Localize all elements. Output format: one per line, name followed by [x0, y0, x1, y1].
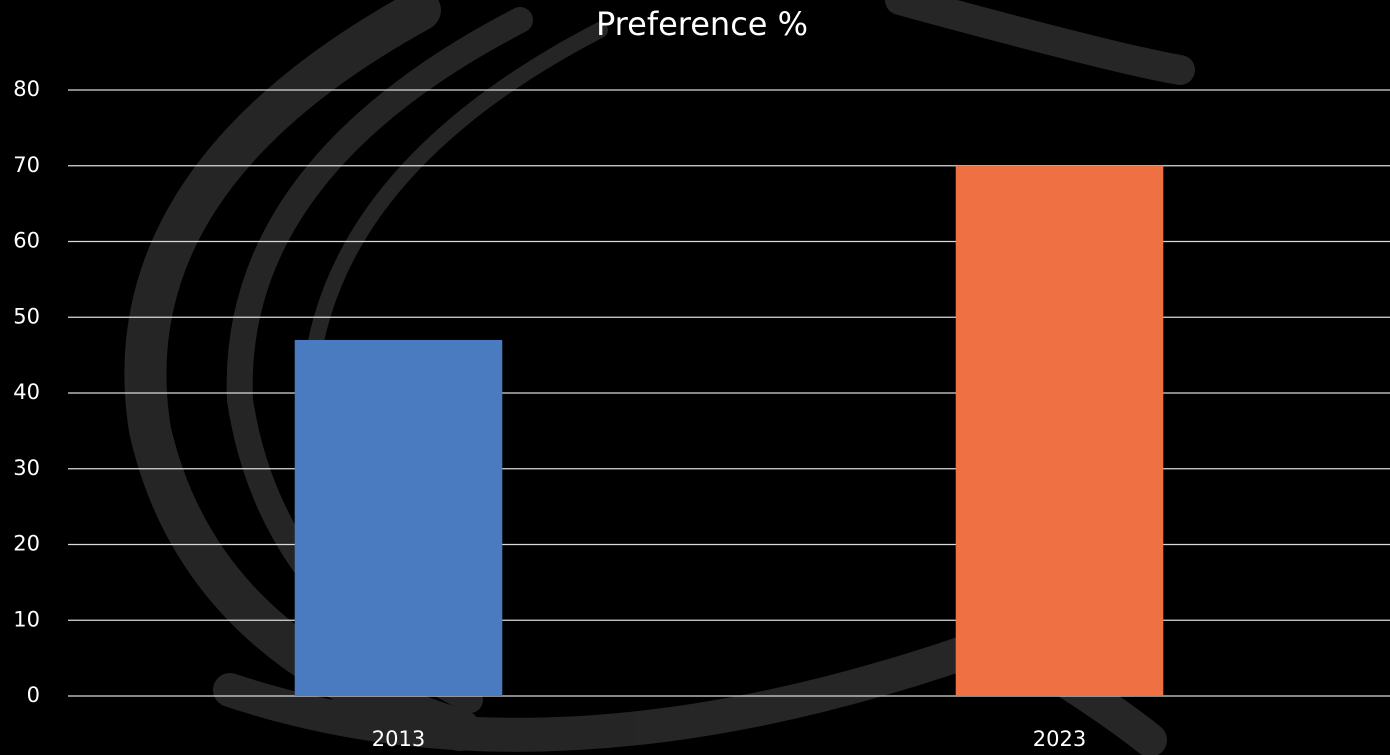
y-tick-label: 40	[13, 380, 40, 404]
chart-title: Preference %	[596, 5, 808, 43]
x-tick-label: 2023	[1033, 727, 1086, 751]
y-tick-label: 50	[13, 304, 40, 328]
bar	[956, 166, 1164, 696]
y-tick-label: 0	[27, 683, 40, 707]
y-tick-label: 20	[13, 532, 40, 556]
background	[0, 0, 1390, 755]
bar	[295, 340, 503, 696]
y-tick-label: 60	[13, 229, 40, 253]
y-tick-label: 70	[13, 153, 40, 177]
chart: Preference % 0 10 20 30 40 50 60 70 80 2013 2023	[0, 0, 1390, 755]
y-tick-label: 80	[13, 77, 40, 101]
y-tick-label: 30	[13, 456, 40, 480]
y-tick-label: 10	[13, 607, 40, 631]
x-tick-label: 2013	[372, 727, 425, 751]
